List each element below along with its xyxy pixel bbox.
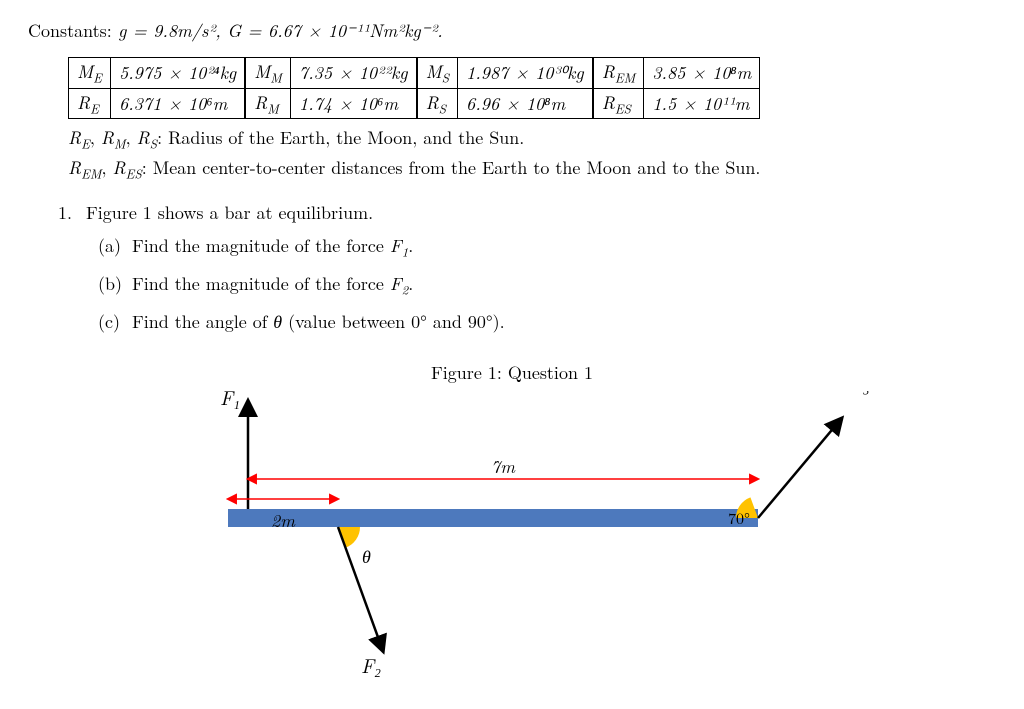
constants-table: ME 5.975 × 10²⁴kg MM 7.35 × 10²²kg MS 1.… [68,57,760,119]
sym-ME: ME [69,58,111,89]
svg-text:F₃ = 3N: F₃ = 3N [850,391,928,396]
val-MM: 7.35 × 10²²kg [290,58,416,89]
svg-text:F₂: F₂ [361,650,381,679]
table-row: RE 6.371 × 10⁶m RM 1.74 × 10⁶m RS 6.96 ×… [69,88,760,119]
figure-1: F₁ 2m 7m θ F₂ 70° F₃ = 3N [168,391,996,681]
caption-line-2: REM, RES: Mean center-to-center distance… [68,155,996,183]
sym-RE: RE [69,88,111,119]
sym-MM: MM [245,58,290,89]
question-1: 1. Figure 1 shows a bar at equilibrium. [58,200,996,225]
val-RS: 6.96 × 10⁸m [458,88,593,119]
question-1c: (c) Find the angle of θ (value between 0… [98,309,996,334]
caption-line-1: RE, RM, RS: Radius of the Earth, the Moo… [68,125,996,153]
q1c-text: Find the angle of θ (value between 0° an… [132,309,505,334]
sym-RES: RES [593,88,644,119]
svg-text:70°: 70° [728,506,750,529]
sub-letter: (a) [98,233,126,258]
sub-letter: (c) [98,309,126,334]
val-RES: 1.5 × 10¹¹m [644,88,760,119]
svg-text:θ: θ [362,544,371,569]
sym-REM: REM [593,58,644,89]
sym-MS: MS [417,58,458,89]
constants-expr: g = 9.8m/s², G = 6.67 × 10⁻¹¹Nm²kg⁻². [118,18,443,43]
svg-text:F₁: F₁ [220,391,240,411]
constants-prefix: Constants: [28,18,112,43]
question-1a: (a) Find the magnitude of the force F1. [98,233,996,261]
val-ME: 5.975 × 10²⁴kg [110,58,245,89]
svg-text:2m: 2m [271,508,296,533]
val-REM: 3.85 × 10⁸m [644,58,760,89]
val-RE: 6.371 × 10⁶m [110,88,245,119]
q-number: 1. [58,200,80,225]
q1a-text: Find the magnitude of the force F1. [132,233,413,258]
q1b-text: Find the magnitude of the force F2. [132,271,413,296]
table-captions: RE, RM, RS: Radius of the Earth, the Moo… [68,125,996,182]
sym-RS: RS [417,88,458,119]
table-row: ME 5.975 × 10²⁴kg MM 7.35 × 10²²kg MS 1.… [69,58,760,89]
constants-line: Constants: g = 9.8m/s², G = 6.67 × 10⁻¹¹… [28,18,996,43]
q1-text: Figure 1 shows a bar at equilibrium. [86,200,373,225]
question-1b: (b) Find the magnitude of the force F2. [98,271,996,299]
val-MS: 1.987 × 10³⁰kg [458,58,593,89]
figure-svg: F₁ 2m 7m θ F₂ 70° F₃ = 3N [168,391,928,681]
sym-RM: RM [245,88,290,119]
sub-letter: (b) [98,271,126,296]
val-RM: 1.74 × 10⁶m [290,88,416,119]
figure-caption: Figure 1: Question 1 [28,360,996,385]
svg-text:7m: 7m [491,454,516,479]
